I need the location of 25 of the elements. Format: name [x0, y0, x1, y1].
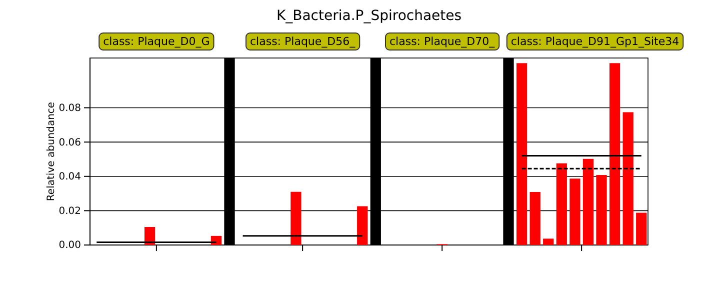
bar — [556, 163, 567, 245]
bar — [596, 175, 607, 245]
bar — [516, 63, 528, 245]
y-axis-title: Relative abundance — [46, 102, 57, 202]
bar — [210, 236, 222, 245]
bar — [609, 63, 620, 245]
text: class: Plaque_D70_ — [390, 35, 496, 48]
bar — [622, 112, 634, 245]
text: class: Plaque_D0_G — [103, 35, 210, 48]
bar — [530, 192, 540, 245]
y-tick-label: 0.00 — [58, 240, 81, 252]
bar — [290, 192, 302, 245]
bar — [543, 238, 554, 245]
text: class: Plaque_D56_ — [250, 35, 356, 48]
y-tick-label: 0.02 — [58, 206, 81, 217]
bar — [357, 206, 368, 245]
y-tick-label: 0.04 — [58, 172, 81, 183]
y-tick-label: 0.06 — [58, 137, 81, 148]
bar — [570, 178, 580, 245]
y-tick-label: 0.08 — [58, 102, 81, 114]
text: class: Plaque_D91_Gp1_Site34 — [510, 35, 680, 48]
bar — [144, 226, 156, 245]
bar — [582, 158, 594, 245]
chart-title: K_Bacteria.P_Spirochaetes — [276, 8, 462, 24]
bar — [636, 212, 647, 245]
